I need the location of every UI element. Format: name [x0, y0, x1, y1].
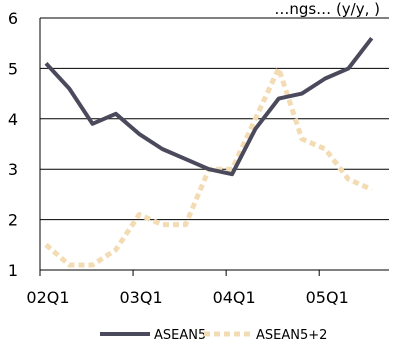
axes	[39, 18, 389, 276]
y-tick-label: 5	[8, 59, 18, 78]
y-tick-labels: 1 2 3 4 5 6	[8, 9, 18, 280]
series-line-asean5	[44, 36, 374, 177]
x-tick-label: 04Q1	[213, 288, 256, 307]
y-tick-label: 2	[8, 211, 18, 230]
series-line-asean5-plus-2	[44, 65, 373, 268]
legend-label-asean5: ASEAN5	[154, 328, 206, 343]
x-tick-label: 02Q1	[26, 288, 69, 307]
legend: ASEAN5 ASEAN5+2	[100, 328, 327, 343]
y-tick-label: 3	[8, 160, 18, 179]
y-tick-label: 4	[8, 110, 18, 129]
x-tick-label: 05Q1	[306, 288, 349, 307]
x-tick-label: 03Q1	[119, 288, 162, 307]
chart-title: …ngs… (y/y, )	[274, 0, 380, 18]
y-tick-label: 1	[8, 261, 18, 280]
series-lines	[44, 36, 374, 268]
y-tick-label: 6	[8, 9, 18, 28]
x-tick-labels: 02Q1 03Q1 04Q1 05Q1	[26, 288, 348, 307]
gridlines	[40, 17, 389, 221]
legend-label-asean5-plus-2: ASEAN5+2	[256, 328, 327, 343]
